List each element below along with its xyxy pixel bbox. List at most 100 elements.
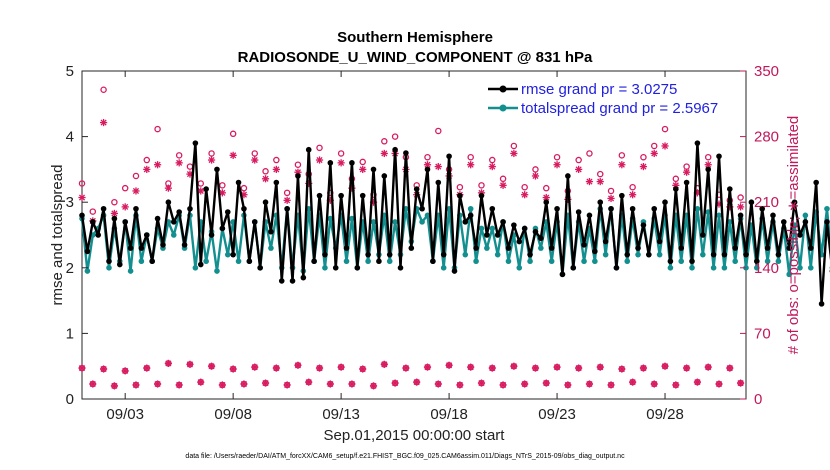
rmse-point (95, 232, 101, 238)
rmse-point (397, 265, 404, 271)
rmse-point (586, 212, 593, 219)
obs-assimilated-marker (218, 189, 226, 197)
totalspread-point (106, 265, 112, 271)
rmse-point (818, 301, 825, 307)
totalspread-point (678, 258, 685, 265)
rmse-point (597, 199, 604, 205)
rmse-point (646, 251, 652, 258)
obs-assimilated-marker (639, 162, 648, 171)
obs-assimilated-marker (78, 364, 86, 372)
rmse-point (694, 140, 701, 146)
obs-assimilated-marker (521, 191, 529, 199)
totalspread-point (764, 258, 771, 265)
rmse-point (100, 205, 107, 212)
totalspread-point (775, 258, 782, 265)
obs-assimilated-marker (737, 203, 745, 211)
obs-assimilated-marker (305, 378, 313, 386)
rmse-point (90, 219, 96, 225)
totalspread-point (484, 245, 490, 251)
obs-possible-marker (586, 150, 593, 157)
obs-possible-marker (240, 184, 248, 192)
obs-possible-marker (737, 194, 744, 201)
totalspread-point (419, 219, 425, 225)
legend-box (486, 79, 740, 119)
obs-assimilated-marker (283, 196, 291, 204)
obs-assimilated-marker (672, 381, 680, 389)
obs-assimilated-marker (445, 361, 453, 369)
rmse-point (813, 179, 819, 186)
totalspread-point (754, 265, 760, 271)
rmse-point (743, 251, 749, 258)
rmse-point (770, 212, 776, 219)
rmse-point (176, 209, 182, 215)
rmse-point (165, 199, 172, 205)
rmse-point (570, 265, 577, 271)
rmse-point (608, 205, 614, 212)
rmse-point (273, 179, 280, 186)
obs-assimilated-marker (531, 172, 540, 180)
rmse-point (386, 251, 393, 258)
rmse-point (575, 209, 582, 215)
rmse-point (322, 251, 328, 258)
obs-assimilated-marker (618, 161, 626, 169)
obs-possible-marker (294, 161, 302, 168)
rmse-point (381, 173, 388, 179)
totalspread-point (527, 258, 533, 265)
y-left-tick-label: 0 (66, 391, 74, 408)
rmse-point (268, 228, 274, 235)
totalspread-point (516, 265, 523, 271)
rmse-point (457, 192, 463, 199)
rmse-point (689, 258, 695, 265)
obs-assimilated-marker (110, 382, 118, 390)
rmse-point (581, 242, 587, 248)
obs-possible-marker (640, 153, 647, 161)
rmse-point (716, 153, 722, 160)
y-left-tick-label: 1 (66, 325, 74, 342)
obs-assimilated-marker (132, 381, 140, 389)
obs-assimilated-marker (618, 365, 626, 373)
totalspread-point (138, 258, 145, 265)
obs-possible-marker (154, 125, 161, 133)
rmse-point (786, 245, 792, 251)
obs-assimilated-marker (553, 161, 561, 169)
obs-assimilated-marker (251, 363, 259, 371)
totalspread-point (170, 232, 177, 238)
obs-assimilated-marker (596, 363, 604, 371)
obs-assimilated-marker (607, 381, 615, 389)
obs-assimilated-marker (510, 149, 518, 158)
obs-assimilated-marker (197, 378, 205, 386)
rmse-point (527, 251, 533, 258)
obs-assimilated-marker (164, 184, 172, 192)
obs-assimilated-marker (143, 364, 151, 372)
y-axis-left-label: rmse and totalspread (49, 165, 66, 306)
obs-assimilated-marker (359, 165, 367, 173)
rmse-point (332, 265, 339, 271)
rmse-point (602, 238, 609, 245)
obs-possible-marker (208, 150, 215, 157)
rmse-point (727, 186, 733, 192)
totalspread-point (538, 245, 544, 251)
obs-assimilated-marker (683, 364, 691, 372)
rmse-point (494, 232, 501, 238)
x-tick-label: 09/18 (430, 406, 468, 423)
obs-assimilated-marker (423, 161, 432, 169)
totalspread-point (489, 225, 496, 232)
obs-assimilated-marker (650, 380, 658, 388)
obs-possible-marker (251, 150, 258, 157)
y-axis-right-label: # of obs: o=possible; ∗=assimilated (785, 116, 802, 355)
plot-area (78, 70, 830, 400)
obs-assimilated-marker (121, 203, 129, 211)
obs-possible-marker (219, 182, 226, 189)
rmse-point (192, 140, 199, 146)
obs-possible-marker (435, 127, 442, 135)
obs-assimilated-marker (164, 359, 172, 367)
rmse-point (143, 232, 150, 238)
rmse-point (764, 245, 771, 251)
obs-possible-marker (499, 175, 507, 183)
totalspread-point (192, 265, 199, 271)
obs-assimilated-marker (175, 381, 183, 389)
rmse-point (780, 219, 787, 225)
rmse-point (635, 245, 641, 251)
rmse-point (473, 245, 479, 251)
rmse-point (548, 245, 555, 251)
